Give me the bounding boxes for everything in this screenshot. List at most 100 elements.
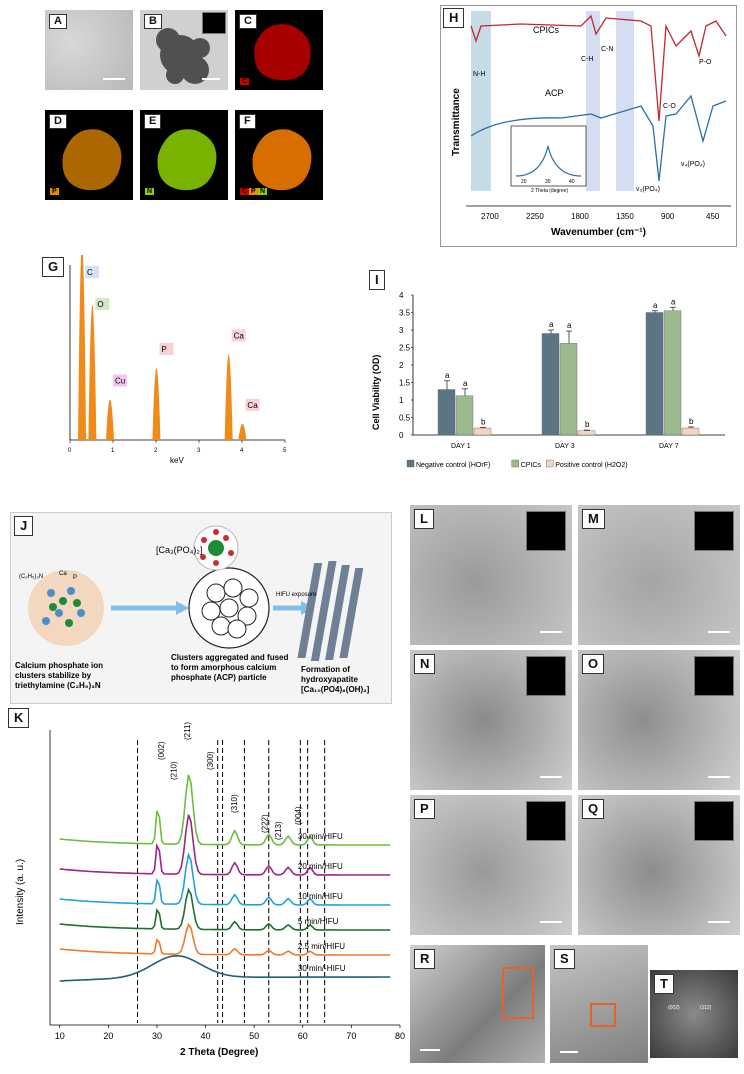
xrd-xlabel: 2 Theta (Degree) bbox=[180, 1047, 258, 1058]
eds-map-d: D P bbox=[45, 110, 133, 200]
panel-label-o: O bbox=[582, 654, 605, 674]
y-tick-label: 0.5 bbox=[399, 414, 411, 423]
hkl-label: (310) bbox=[230, 794, 239, 813]
schematic-panel-j: [Ca₃(PO₄)₂] (C₂H₅)₃N Ca P HIFU exposure … bbox=[10, 512, 392, 704]
y-tick-label: 0 bbox=[399, 431, 404, 440]
saed-inset bbox=[526, 801, 566, 841]
xrd-curve bbox=[59, 922, 391, 956]
legend-swatch bbox=[545, 459, 554, 468]
saed-inset bbox=[694, 801, 734, 841]
panel-label-r: R bbox=[414, 949, 436, 969]
category-label: DAY 3 bbox=[555, 443, 575, 450]
peak-cn: C-N bbox=[601, 46, 613, 53]
panel-label-n: N bbox=[414, 654, 436, 674]
tem-image-p: P bbox=[410, 795, 572, 935]
zoom-box bbox=[502, 967, 534, 1019]
x-tick-label: 10 bbox=[55, 1031, 65, 1041]
peak-nh: N-H bbox=[473, 71, 485, 78]
series-label: 10 min/HIFU bbox=[298, 892, 343, 901]
hkl-label: (213) bbox=[274, 821, 283, 840]
peak-label-box bbox=[112, 374, 127, 387]
viability-panel-i: 0 0.5 1 1.5 2 2.5 3 3.5 4 DAY 1 DAY 3 DAY 7 Negative… bbox=[365, 270, 735, 480]
category-label: DAY 1 bbox=[451, 443, 471, 450]
element-legend-c: C bbox=[240, 188, 250, 195]
x-tick: 2700 bbox=[481, 212, 499, 221]
acp-spectrum bbox=[470, 94, 727, 182]
series-label: 2.5 min/HIFU bbox=[298, 942, 345, 951]
eds-peak bbox=[224, 354, 233, 440]
peak-po: P-O bbox=[699, 59, 712, 66]
x-tick-label: 3 bbox=[197, 448, 201, 454]
panel-label-a: A bbox=[49, 14, 67, 29]
peak-label-box bbox=[95, 298, 110, 310]
panel-label-f: F bbox=[239, 114, 256, 129]
x-tick-label: 2 bbox=[154, 448, 158, 454]
tem-image-q: Q bbox=[578, 795, 740, 935]
bar bbox=[663, 310, 682, 436]
y-tick-label: 3 bbox=[399, 326, 404, 335]
sig-label: a bbox=[671, 297, 676, 306]
element-map-shape bbox=[252, 129, 312, 191]
xrd-chart: (002)(210) (211) (300) (310) (222) (213) (004)… bbox=[15, 722, 405, 1058]
element-map-shape bbox=[254, 24, 311, 81]
tem-image-r: R bbox=[410, 945, 545, 1063]
panel-label-h: H bbox=[443, 8, 465, 28]
xrd-curve bbox=[59, 852, 391, 906]
scale-bar bbox=[708, 776, 730, 778]
series-label: 20 min/HIFU bbox=[298, 862, 343, 871]
tem-image-b: B bbox=[140, 10, 228, 90]
x-tick: 1350 bbox=[616, 212, 634, 221]
hkl-label: (222) bbox=[260, 814, 269, 833]
sig-label: b bbox=[689, 417, 694, 426]
xrd-panel-k: (002) (210) (211) (300) (310) (222) (213) (004)… bbox=[5, 705, 405, 1065]
peak-v3: v₃(PO₄) bbox=[636, 186, 660, 193]
panel-label-k: K bbox=[8, 708, 30, 728]
scale-bar bbox=[420, 1049, 440, 1051]
bar bbox=[681, 427, 700, 436]
x-tick: 1800 bbox=[571, 212, 589, 221]
peak-label: Cu bbox=[115, 377, 125, 386]
scale-bar bbox=[202, 78, 220, 80]
hkl-label: (004) bbox=[294, 806, 303, 825]
hrtem-image-s: S bbox=[550, 945, 648, 1063]
y-tick-label: 1 bbox=[399, 396, 404, 405]
panel-label-e: E bbox=[144, 114, 162, 129]
hkl-label: (210) bbox=[169, 761, 178, 780]
x-tick-label: 0 bbox=[68, 448, 72, 454]
peak-v4: v₄(PO₄) bbox=[681, 161, 705, 168]
sig-label: a bbox=[549, 320, 554, 329]
tem-image-a: A bbox=[45, 10, 133, 90]
x-tick: 900 bbox=[661, 212, 675, 221]
x-tick: 450 bbox=[706, 212, 720, 221]
eds-peak bbox=[78, 255, 87, 440]
bar bbox=[541, 333, 560, 436]
y-tick-label: 1.5 bbox=[399, 379, 411, 388]
tem-image-m: M bbox=[578, 505, 740, 645]
schematic-diagram: [Ca₃(PO₄)₂] (C₂H₅)₃N Ca P HIFU exposure bbox=[19, 525, 364, 661]
eds-spectrum-panel-g: C O Cu P Ca Ca 0 1 2 3 4 5 keV G bbox=[40, 255, 300, 465]
x-tick-label: 20 bbox=[103, 1031, 113, 1041]
zoom-box bbox=[590, 1003, 616, 1027]
eds-peak bbox=[152, 368, 161, 440]
saed-inset bbox=[694, 511, 734, 551]
sig-label: a bbox=[463, 379, 468, 388]
legend-label: CPICs bbox=[521, 462, 542, 469]
tem-image-l: L bbox=[410, 505, 572, 645]
peak-label: O bbox=[97, 300, 103, 309]
element-map-shape bbox=[157, 129, 217, 191]
element-legend-p: P bbox=[249, 188, 258, 195]
y-tick-label: 2 bbox=[399, 361, 404, 370]
scale-bar bbox=[540, 921, 562, 923]
xrd-curve bbox=[59, 954, 391, 982]
hifu-label: HIFU exposure bbox=[276, 592, 317, 598]
viability-chart: 0 0.5 1 1.5 2 2.5 3 3.5 4 DAY 1 DAY 3 DAY 7 Negative… bbox=[371, 291, 725, 469]
ftir-panel-h: CPICs ACP N-H C-H C-N P-O C-O v₄(PO₄) v₃… bbox=[440, 5, 737, 247]
formula-top: [Ca₃(PO₄)₂] bbox=[156, 545, 202, 555]
po4-band bbox=[616, 11, 634, 191]
scale-bar bbox=[540, 776, 562, 778]
peak-label-box bbox=[231, 329, 246, 342]
fft-spot-label: (112) bbox=[700, 1005, 712, 1011]
panel-label-t: T bbox=[654, 974, 674, 994]
x-tick-label: 80 bbox=[395, 1031, 405, 1041]
y-tick-label: 4 bbox=[399, 291, 404, 300]
